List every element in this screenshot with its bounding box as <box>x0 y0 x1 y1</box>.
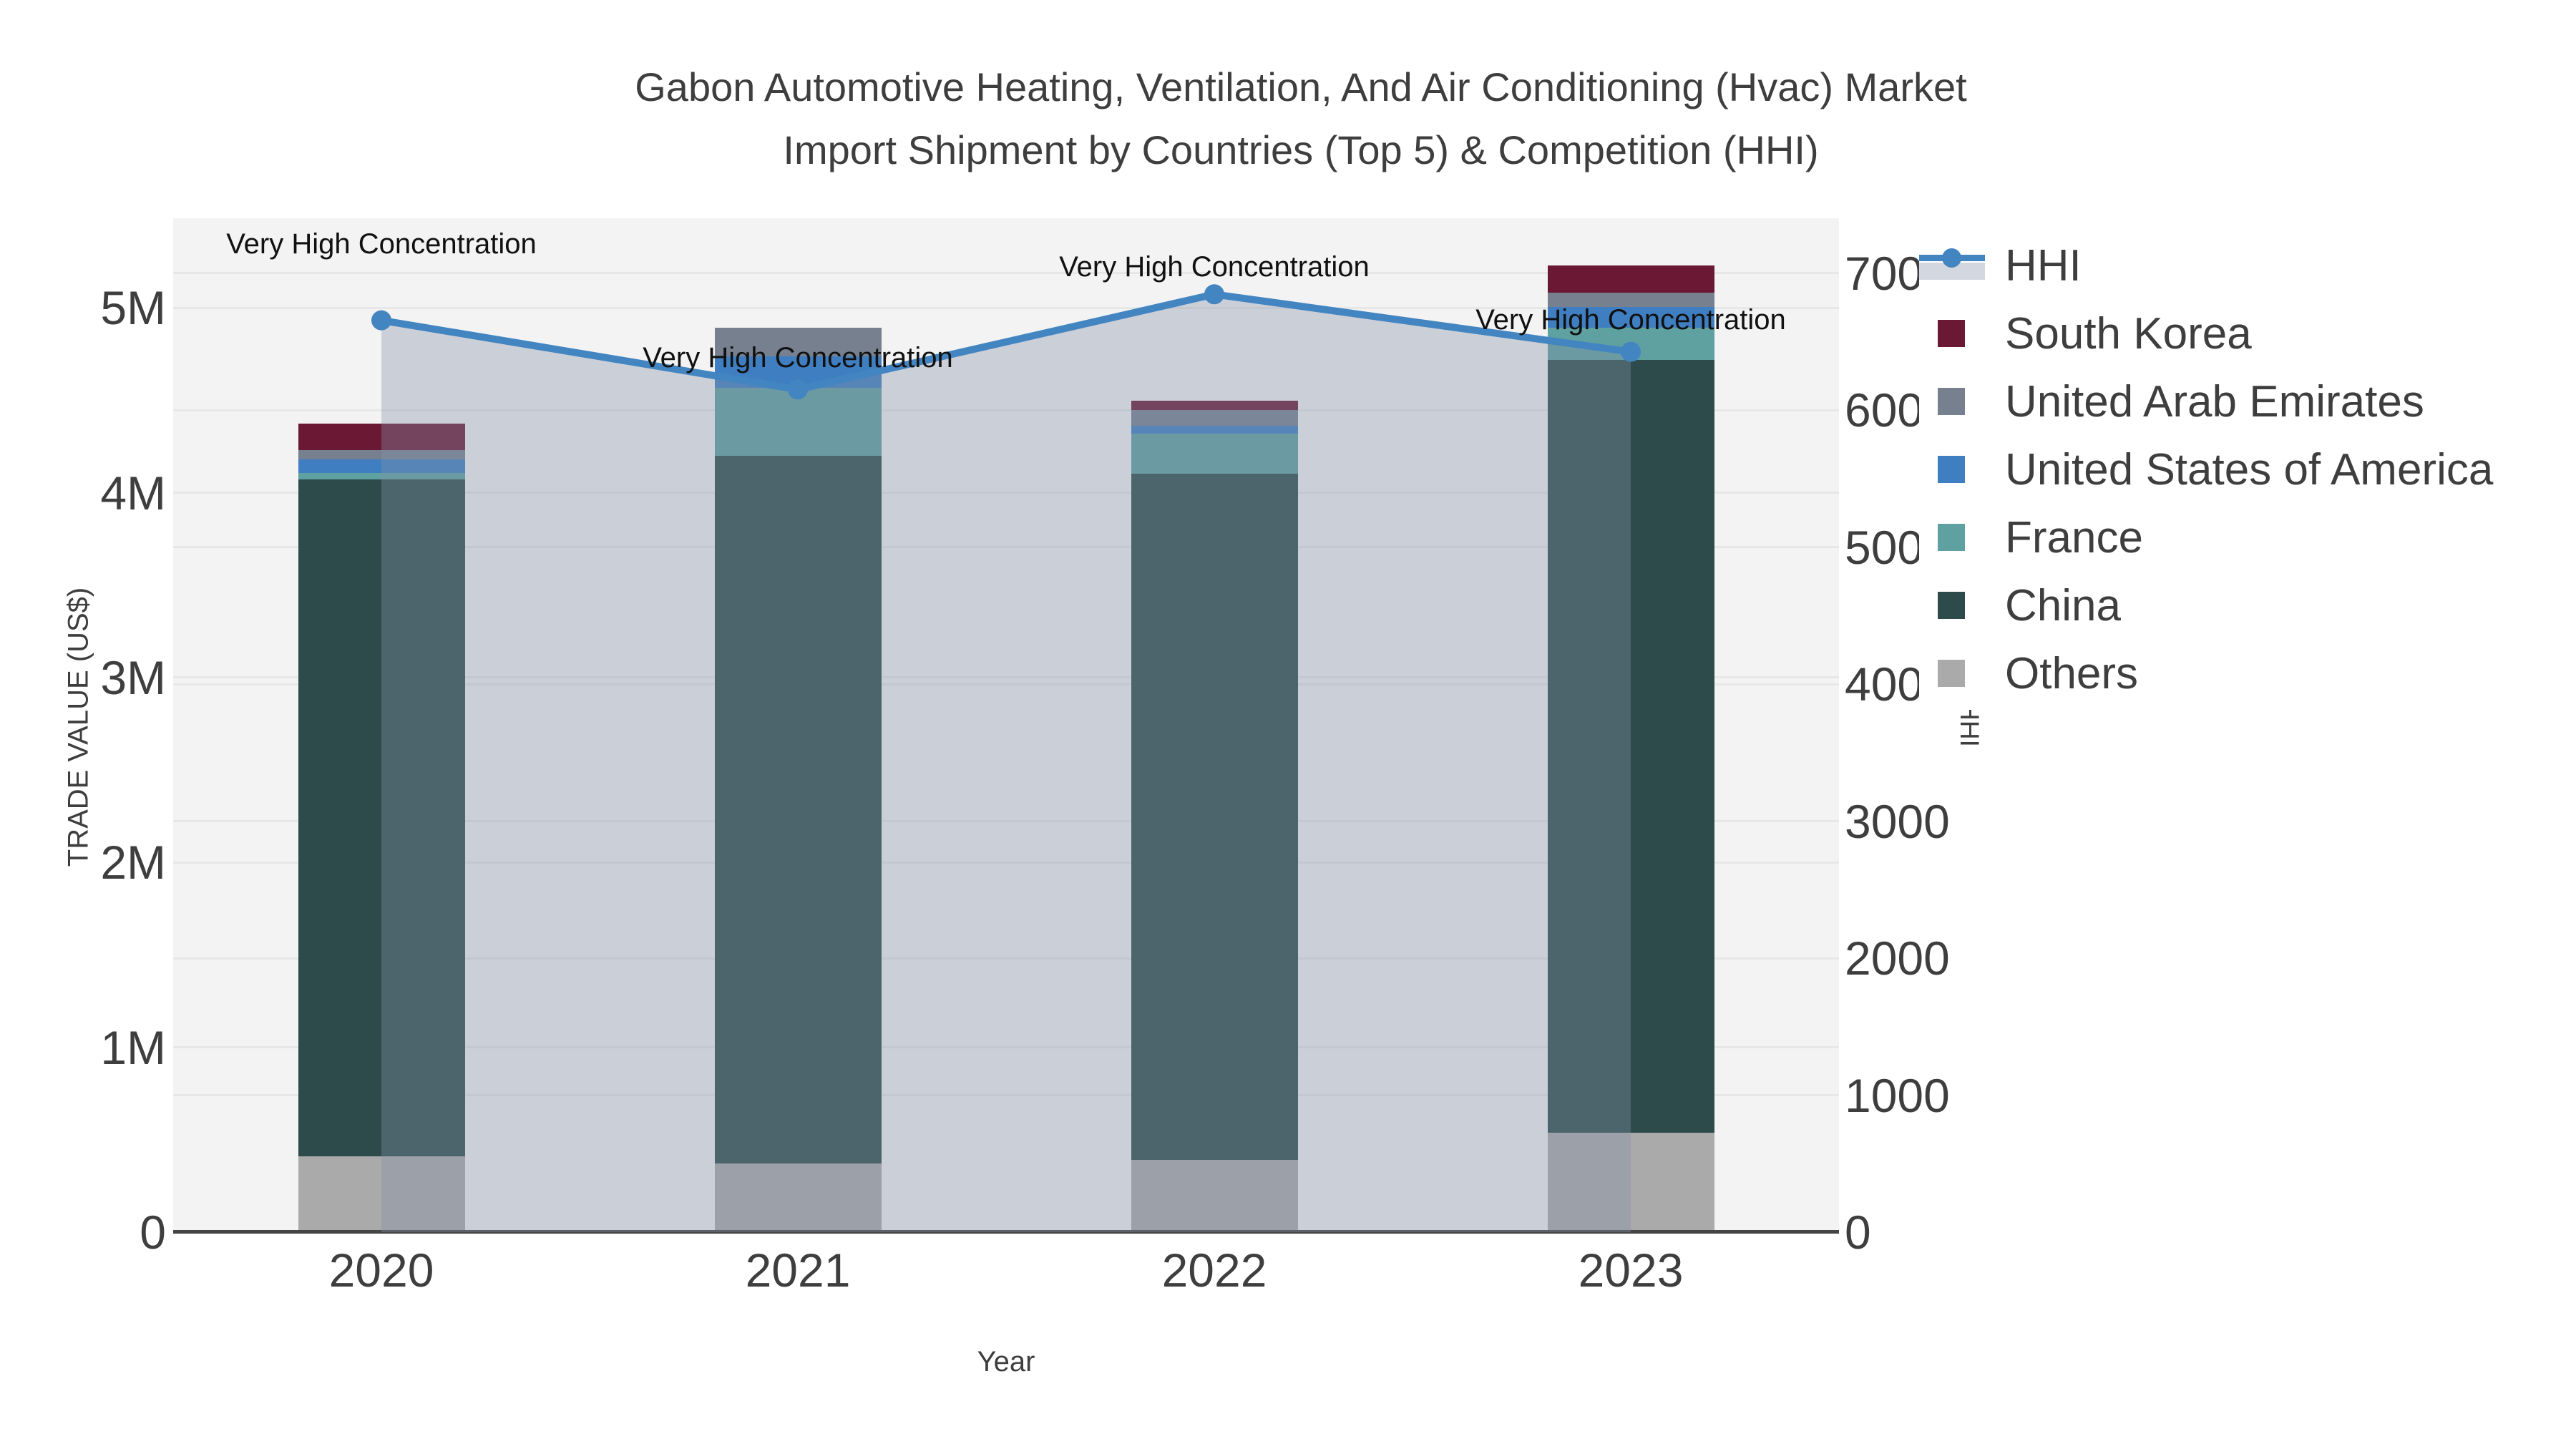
legend-item-united-states-of-america[interactable]: United States of America <box>1919 436 2556 504</box>
legend-item-united-arab-emirates[interactable]: United Arab Emirates <box>1919 368 2556 436</box>
legend-color-swatch <box>1919 368 1985 436</box>
y-left-axis-title: TRADE VALUE (US$) <box>62 587 94 867</box>
x-axis-title: Year <box>977 1346 1035 1377</box>
bar-segment-2020-china[interactable] <box>298 479 465 1157</box>
chart-title-line2: Import Shipment by Countries (Top 5) & C… <box>783 127 1819 172</box>
legend-label: Others <box>2005 649 2139 698</box>
hhi-area-fill <box>381 294 1631 1232</box>
gridline-right <box>173 820 1839 823</box>
legend-swatch-square <box>1938 524 1965 551</box>
legend-color-swatch <box>1919 504 1985 572</box>
gridline-right <box>173 409 1839 411</box>
bar-segment-2023-south-korea[interactable] <box>1547 265 1714 293</box>
gridline-right <box>173 546 1839 549</box>
y-left-tick-label: 5M <box>100 281 166 335</box>
legend-label: United States of America <box>2005 445 2494 494</box>
legend-item-france[interactable]: France <box>1919 504 2556 572</box>
annotation-label: Very High Concentration <box>1475 303 1786 336</box>
gridline-left <box>173 492 1839 494</box>
legend-label: China <box>2005 581 2121 630</box>
chart-title-line1: Gabon Automotive Heating, Ventilation, A… <box>635 64 1967 109</box>
x-tick-label: 2022 <box>1161 1244 1267 1297</box>
legend-item-hhi[interactable]: HHI <box>1919 232 2556 300</box>
bar-segment-2022-united-states-of-america[interactable] <box>1131 426 1298 434</box>
legend-swatch-square <box>1938 592 1965 619</box>
y-right-tick-label: 3000 <box>1845 794 1950 848</box>
legend-color-swatch <box>1919 640 1985 708</box>
gridline-left <box>173 1046 1839 1049</box>
hhi-marker-2022[interactable] <box>1204 284 1224 305</box>
annotation-label: Very High Concentration <box>1059 251 1370 283</box>
annotation-label: Very High Concentration <box>226 228 537 260</box>
legend-label: South Korea <box>2005 309 2252 358</box>
legend-color-swatch <box>1919 572 1985 640</box>
x-axis-line <box>173 1230 1839 1234</box>
legend-line-swatch <box>1919 232 1985 300</box>
legend-hhi-marker <box>1942 248 1961 268</box>
y-left-tick-label: 2M <box>100 836 166 889</box>
chart-title: Gabon Automotive Heating, Ventilation, A… <box>228 56 2374 182</box>
bar-segment-2021-china[interactable] <box>714 456 882 1163</box>
y-left-tick-label: 0 <box>140 1206 166 1259</box>
legend-color-swatch <box>1919 300 1985 368</box>
legend: HHI South Korea United Arab Emirates United… <box>1919 230 2556 710</box>
y-left-tick-label: 1M <box>100 1020 166 1074</box>
bar-segment-2022-china[interactable] <box>1131 474 1298 1160</box>
x-tick-label: 2020 <box>328 1244 434 1297</box>
x-tick-label: 2021 <box>745 1244 851 1297</box>
bar-segment-2020-france[interactable] <box>298 473 465 479</box>
bar-segment-2020-united-arab-emirates[interactable] <box>298 450 465 459</box>
legend-label: France <box>2005 513 2143 562</box>
legend-color-swatch <box>1919 436 1985 504</box>
y-left-tick-label: 3M <box>100 650 166 704</box>
legend-item-south-korea[interactable]: South Korea <box>1919 300 2556 368</box>
legend-label: HHI <box>2005 241 2082 291</box>
y-left-tick-label: 4M <box>100 466 166 519</box>
annotation-label: Very High Concentration <box>643 342 953 374</box>
gridline-right <box>173 683 1839 686</box>
bar-segment-2022-others[interactable] <box>1131 1159 1298 1232</box>
bar-segment-2023-others[interactable] <box>1547 1133 1714 1232</box>
legend-swatch-square <box>1938 660 1965 687</box>
bar-segment-2020-south-korea[interactable] <box>298 424 465 451</box>
bar-segment-2020-others[interactable] <box>298 1156 465 1232</box>
bar-segment-2022-united-arab-emirates[interactable] <box>1131 410 1298 426</box>
gridline-right <box>173 957 1839 960</box>
bar-segment-2022-france[interactable] <box>1131 434 1298 474</box>
gridline-left <box>173 861 1839 864</box>
y-right-tick-label: 1000 <box>1845 1068 1950 1122</box>
legend-swatch-square <box>1938 456 1965 483</box>
legend-swatch-square <box>1938 388 1965 415</box>
gridline-left <box>173 676 1839 679</box>
legend-swatch-square <box>1938 320 1965 347</box>
bar-segment-2023-china[interactable] <box>1547 360 1714 1133</box>
y-right-tick-label: 2000 <box>1845 932 1950 985</box>
bar-segment-2021-others[interactable] <box>714 1163 882 1232</box>
legend-label: United Arab Emirates <box>2005 377 2424 426</box>
gridline-right <box>173 1094 1839 1096</box>
legend-item-others[interactable]: Others <box>1919 640 2556 708</box>
x-tick-label: 2023 <box>1578 1244 1684 1297</box>
gridline-right <box>173 272 1839 275</box>
hhi-marker-2020[interactable] <box>371 310 391 331</box>
y-right-tick-label: 0 <box>1845 1206 1871 1259</box>
bar-segment-2022-south-korea[interactable] <box>1131 401 1298 411</box>
bar-segment-2021-france[interactable] <box>714 388 882 457</box>
bar-segment-2020-united-states-of-america[interactable] <box>298 459 465 474</box>
legend-item-china[interactable]: China <box>1919 572 2556 640</box>
